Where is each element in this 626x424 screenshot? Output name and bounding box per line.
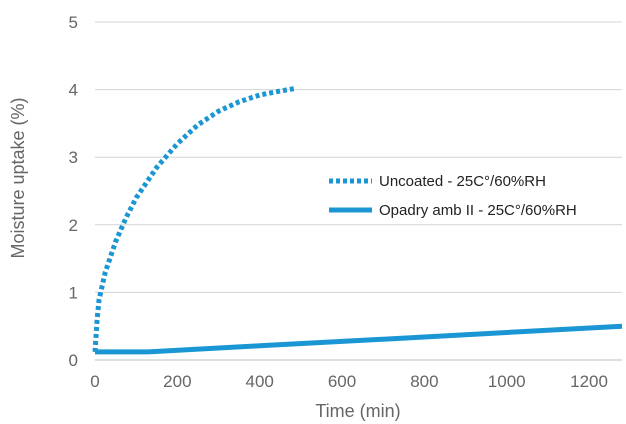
x-tick-label: 800 [410, 372, 438, 391]
legend-label-uncoated: Uncoated - 25C°/60%RH [379, 173, 546, 190]
legend-label-opadry: Opadry amb II - 25C°/60%RH [379, 202, 577, 219]
legend-item-uncoated: Uncoated - 25C°/60%RH [329, 173, 546, 190]
series-line-uncoated [92, 85, 298, 353]
y-tick-label: 4 [69, 81, 78, 100]
y-tick-label: 5 [69, 13, 78, 32]
y-tick-label: 3 [69, 148, 78, 167]
series-lines [92, 85, 623, 355]
x-tick-labels: 0 200 400 600 800 1000 1200 [90, 372, 608, 391]
x-axis-title: Time (min) [315, 401, 400, 421]
grid-lines [95, 21, 622, 293]
y-axis-title: Moisture uptake (%) [8, 97, 28, 258]
x-tick-label: 200 [163, 372, 191, 391]
x-tick-label: 0 [90, 372, 99, 391]
legend-item-opadry: Opadry amb II - 25C°/60%RH [329, 202, 577, 219]
x-tick-label: 1000 [488, 372, 526, 391]
x-tick-label: 400 [246, 372, 274, 391]
y-tick-label: 2 [69, 216, 78, 235]
legend: Uncoated - 25C°/60%RH Opadry amb II - 25… [329, 173, 577, 219]
x-tick-label: 1200 [570, 372, 608, 391]
y-tick-label: 0 [69, 351, 78, 370]
series-line-opadry [95, 323, 623, 355]
x-tick-label: 600 [328, 372, 356, 391]
y-tick-labels: 0 1 2 3 4 5 [69, 13, 78, 370]
y-tick-label: 1 [69, 283, 78, 302]
